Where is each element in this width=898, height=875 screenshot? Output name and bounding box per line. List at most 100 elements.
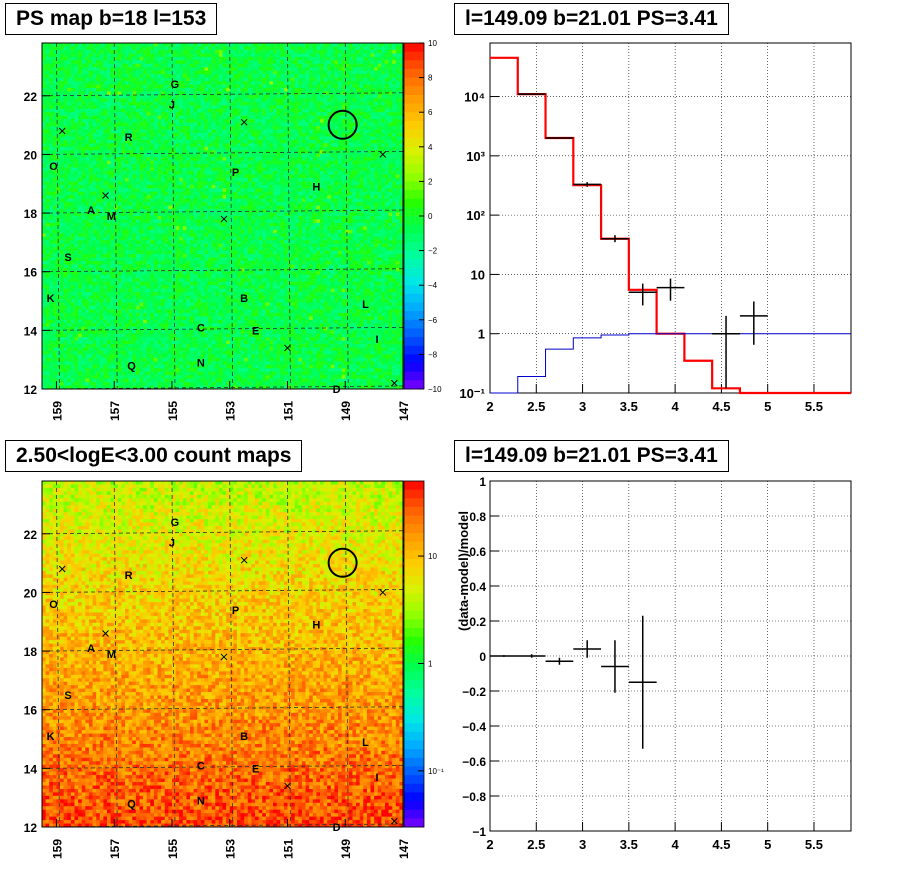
map-cell — [106, 84, 111, 89]
map-cell — [135, 63, 140, 68]
map-cell — [359, 53, 364, 58]
map-cell — [106, 74, 111, 78]
map-cell — [70, 87, 75, 92]
map-cell — [128, 115, 133, 120]
map-cell — [291, 101, 296, 106]
map-cell — [164, 184, 169, 189]
map-cell — [42, 84, 47, 89]
map-cell — [392, 70, 397, 75]
map-cell — [395, 67, 400, 72]
map-cell — [63, 167, 68, 172]
map-cell — [399, 46, 404, 51]
map-cell — [208, 136, 213, 141]
map-cell — [298, 167, 303, 172]
map-cell — [269, 188, 274, 193]
map-cell — [370, 188, 375, 193]
map-cell — [128, 112, 133, 117]
map-cell — [348, 188, 353, 193]
map-cell — [110, 212, 115, 217]
map-cell — [186, 184, 191, 189]
map-cell — [327, 143, 332, 148]
map-cell — [208, 122, 213, 127]
map-cell — [374, 195, 379, 200]
map-cell — [88, 188, 93, 193]
map-cell — [81, 56, 86, 61]
map-cell — [139, 108, 144, 113]
map-cell — [338, 198, 343, 203]
map-cell — [52, 46, 57, 51]
map-cell — [301, 63, 306, 68]
map-cell — [60, 60, 65, 65]
map-cell — [226, 49, 231, 54]
map-cell — [258, 94, 263, 99]
map-cell — [81, 94, 86, 99]
map-cell — [341, 167, 346, 172]
map-cell — [125, 202, 130, 207]
map-cell — [103, 77, 108, 82]
map-cell — [215, 202, 220, 207]
map-cell — [294, 139, 299, 144]
map-cell — [99, 177, 104, 182]
map-cell — [117, 63, 122, 68]
map-cell — [258, 122, 263, 127]
map-cell — [110, 202, 115, 207]
map-cell — [200, 63, 205, 68]
map-cell — [305, 81, 310, 85]
map-cell — [251, 112, 256, 117]
map-cell — [287, 191, 292, 196]
map-cell — [175, 132, 180, 137]
map-cell — [283, 184, 288, 189]
map-cell — [52, 126, 57, 130]
map-cell — [49, 105, 54, 110]
map-cell — [276, 87, 281, 92]
map-cell — [52, 129, 57, 134]
map-cell — [168, 184, 173, 189]
map-cell — [395, 98, 400, 103]
map-cell — [395, 119, 400, 123]
map-cell — [236, 87, 241, 92]
map-cell — [70, 153, 75, 158]
map-cell — [384, 191, 389, 196]
map-cell — [211, 212, 216, 217]
map-cell — [197, 181, 202, 186]
map-cell — [309, 105, 314, 110]
map-cell — [388, 94, 393, 99]
map-cell — [78, 171, 83, 175]
map-cell — [153, 205, 158, 210]
map-cell — [240, 171, 245, 175]
map-cell — [70, 171, 75, 175]
map-cell — [392, 181, 397, 186]
map-cell — [388, 202, 393, 207]
map-cell — [49, 160, 54, 165]
map-cell — [276, 160, 281, 165]
map-cell — [81, 91, 86, 96]
map-cell — [135, 81, 140, 85]
map-cell — [103, 198, 108, 203]
map-cell — [251, 191, 256, 196]
map-cell — [309, 184, 314, 189]
map-cell — [215, 212, 220, 217]
map-cell — [323, 174, 328, 179]
map-cell — [78, 98, 83, 103]
map-cell — [49, 43, 54, 47]
map-cell — [153, 46, 158, 51]
map-cell — [85, 74, 90, 78]
map-cell — [103, 49, 108, 54]
map-cell — [395, 91, 400, 96]
map-cell — [395, 153, 400, 158]
map-cell — [334, 87, 339, 92]
map-cell — [244, 63, 249, 68]
map-cell — [280, 87, 285, 92]
map-cell — [70, 129, 75, 134]
map-cell — [190, 188, 195, 193]
map-cell — [254, 191, 259, 196]
map-cell — [157, 146, 162, 151]
map-cell — [179, 67, 184, 72]
map-cell — [301, 49, 306, 54]
map-cell — [110, 98, 115, 103]
map-cell — [56, 157, 61, 162]
map-cell — [146, 171, 151, 175]
map-cell — [99, 164, 104, 168]
map-cell — [139, 56, 144, 61]
map-cell — [352, 91, 357, 96]
